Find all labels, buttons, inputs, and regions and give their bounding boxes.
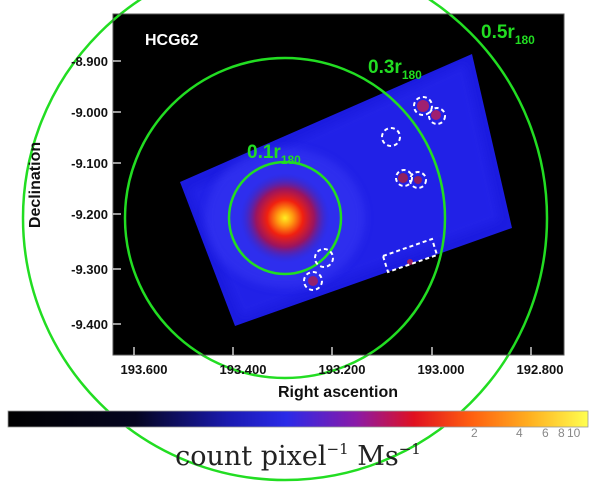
- circle-0.5r180: [21, 0, 549, 482]
- x-tick-label: 193.200: [319, 362, 366, 377]
- label-0.1r180: 0.1r180: [247, 142, 301, 167]
- cluster-core-emission: [240, 173, 330, 263]
- x-axis-label: Right ascention: [278, 384, 398, 401]
- colorbar: [8, 411, 588, 427]
- colorbar-tick-label: 2: [471, 426, 478, 440]
- circle-0.1r180: [227, 160, 343, 276]
- colorbar-title: count pixel−1 Ms−1: [175, 440, 421, 472]
- object-label: HCG62: [145, 32, 198, 49]
- excluded-source-marker: [409, 171, 427, 189]
- y-tick-label: -9.000: [71, 105, 108, 120]
- excluded-region-box: [381, 237, 439, 274]
- x-tick-label: 192.800: [517, 362, 564, 377]
- x-tick-label: 193.600: [121, 362, 168, 377]
- colorbar-tick-label: 4: [516, 426, 523, 440]
- excluded-source-marker: [303, 271, 323, 291]
- y-tick-label: -9.200: [71, 207, 108, 222]
- excluded-source-marker: [428, 107, 446, 125]
- y-axis-label: Declination: [27, 142, 44, 228]
- label-0.5r180: 0.5r180: [481, 22, 535, 47]
- excluded-source-marker: [381, 127, 401, 147]
- x-tick-label: 193.400: [220, 362, 267, 377]
- excluded-source-marker: [413, 96, 433, 116]
- excluded-source-marker: [314, 248, 334, 268]
- y-tick-label: -9.300: [71, 262, 108, 277]
- colorbar-tick-label: 8: [558, 426, 565, 440]
- x-tick-label: 193.000: [418, 362, 465, 377]
- colorbar-tick-label: 10: [567, 426, 581, 440]
- y-tick-label: -9.100: [71, 156, 108, 171]
- y-tick-label: -9.400: [71, 317, 108, 332]
- colorbar-tick-label: 6: [542, 426, 549, 440]
- excluded-source-marker: [395, 169, 413, 187]
- label-0.3r180: 0.3r180: [368, 57, 422, 82]
- circle-0.3r180: [123, 56, 447, 380]
- excluded-point-sources: [303, 96, 446, 291]
- y-tick-label: -8.900: [71, 54, 108, 69]
